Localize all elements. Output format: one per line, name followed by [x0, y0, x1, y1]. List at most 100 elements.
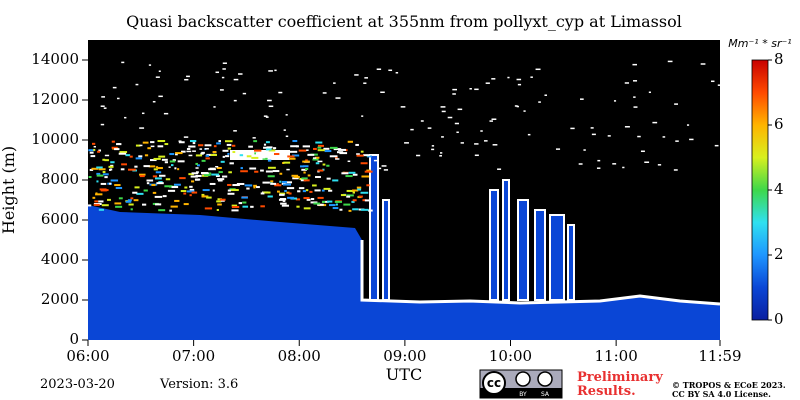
speckle-dot — [195, 162, 198, 165]
speckle-dot — [220, 199, 225, 202]
x-tick-label: 11:00 — [595, 347, 638, 365]
speckle-dot — [173, 183, 181, 186]
speckle-dot — [215, 174, 220, 177]
speckle-dot — [276, 190, 280, 193]
speckle-dot — [233, 130, 237, 132]
speckle-dot — [456, 131, 459, 134]
speckle-dot — [98, 168, 106, 171]
speckle-dot — [217, 198, 222, 201]
speckle-dot — [279, 172, 283, 175]
speckle-dot — [335, 158, 340, 160]
speckle-dot — [212, 189, 215, 192]
y-tick-label: 0 — [69, 330, 79, 348]
speckle-dot — [439, 152, 443, 154]
speckle-dot — [175, 153, 178, 156]
speckle-dot — [439, 155, 442, 157]
speckle-dot — [138, 155, 143, 158]
speckle-dot — [211, 173, 220, 176]
speckle-dot — [530, 76, 533, 78]
speckle-dot — [348, 209, 352, 212]
speckle-dot — [364, 199, 371, 202]
speckle-dot — [300, 179, 307, 182]
speckle-dot — [336, 151, 344, 154]
speckle-dot — [657, 164, 662, 166]
speckle-dot — [226, 143, 232, 146]
speckle-dot — [189, 185, 193, 188]
speckle-dot — [352, 173, 358, 176]
notice-line: Preliminary — [577, 370, 663, 385]
speckle-dot — [622, 166, 625, 169]
speckle-dot — [489, 120, 493, 122]
speckle-dot — [152, 175, 158, 178]
speckle-dot — [360, 208, 369, 211]
speckle-dot — [273, 153, 280, 156]
speckle-dot — [351, 200, 355, 203]
speckle-dot — [590, 127, 594, 129]
speckle-dot — [276, 183, 279, 186]
speckle-dot — [134, 165, 138, 168]
speckle-dot — [355, 143, 359, 146]
speckle-dot — [352, 208, 359, 211]
speckle-dot — [183, 203, 189, 206]
speckle-dot — [222, 68, 226, 70]
speckle-dot — [227, 192, 235, 195]
speckle-dot — [201, 193, 205, 196]
speckle-dot — [246, 187, 250, 190]
speckle-dot — [364, 77, 368, 79]
speckle-dot — [158, 209, 166, 212]
speckle-dot — [118, 152, 127, 155]
speckle-dot — [164, 161, 168, 164]
speckle-dot — [201, 151, 205, 154]
speckle-dot — [315, 141, 323, 144]
speckle-dot — [216, 208, 219, 211]
speckle-dot — [179, 177, 186, 180]
badge-cc: cc — [487, 376, 501, 390]
speckle-dot — [265, 116, 269, 118]
speckle-dot — [132, 191, 138, 194]
speckle-dot — [174, 199, 180, 202]
speckle-dot — [362, 199, 367, 202]
speckle-dot — [154, 177, 162, 180]
speckle-dot — [213, 106, 216, 108]
speckle-dot — [153, 168, 158, 171]
speckle-dot — [431, 148, 435, 151]
y-tick-label: 8000 — [41, 170, 79, 188]
speckle-dot — [130, 197, 134, 200]
speckle-dot — [209, 182, 216, 185]
speckle-dot — [366, 169, 371, 172]
speckle-dot — [281, 204, 290, 207]
speckle-dot — [662, 136, 666, 138]
speckle-dot — [112, 86, 117, 89]
speckle-dot — [189, 194, 192, 197]
speckle-dot — [363, 154, 371, 157]
speckle-dot — [491, 78, 496, 80]
speckle-dot — [183, 192, 187, 195]
speckle-dot — [441, 110, 446, 113]
speckle-dot — [290, 145, 298, 148]
speckle-dot — [306, 198, 311, 201]
speckle-dot — [279, 180, 282, 183]
speckle-dot — [360, 150, 364, 153]
speckle-dot — [127, 168, 136, 171]
speckle-dot — [252, 137, 256, 139]
speckle-dot — [315, 156, 320, 159]
speckle-dot — [544, 94, 548, 96]
speckle-dot — [366, 184, 370, 187]
speckle-dot — [361, 115, 364, 117]
speckle-dot — [538, 101, 541, 103]
speckle-dot — [474, 143, 479, 145]
speckle-dot — [186, 190, 195, 193]
speckle-dot — [120, 168, 125, 171]
speckle-dot — [317, 149, 325, 152]
speckle-dot — [315, 176, 321, 179]
speckle-dot — [110, 161, 115, 164]
speckle-dot — [162, 195, 167, 198]
speckle-dot — [292, 177, 299, 180]
speckle-dot — [491, 118, 497, 120]
speckle-dot — [174, 167, 177, 170]
speckle-dot — [260, 169, 264, 172]
speckle-dot — [352, 189, 359, 192]
speckle-dot — [317, 196, 324, 199]
speckle-dot — [115, 205, 123, 208]
speckle-dot — [103, 107, 107, 109]
